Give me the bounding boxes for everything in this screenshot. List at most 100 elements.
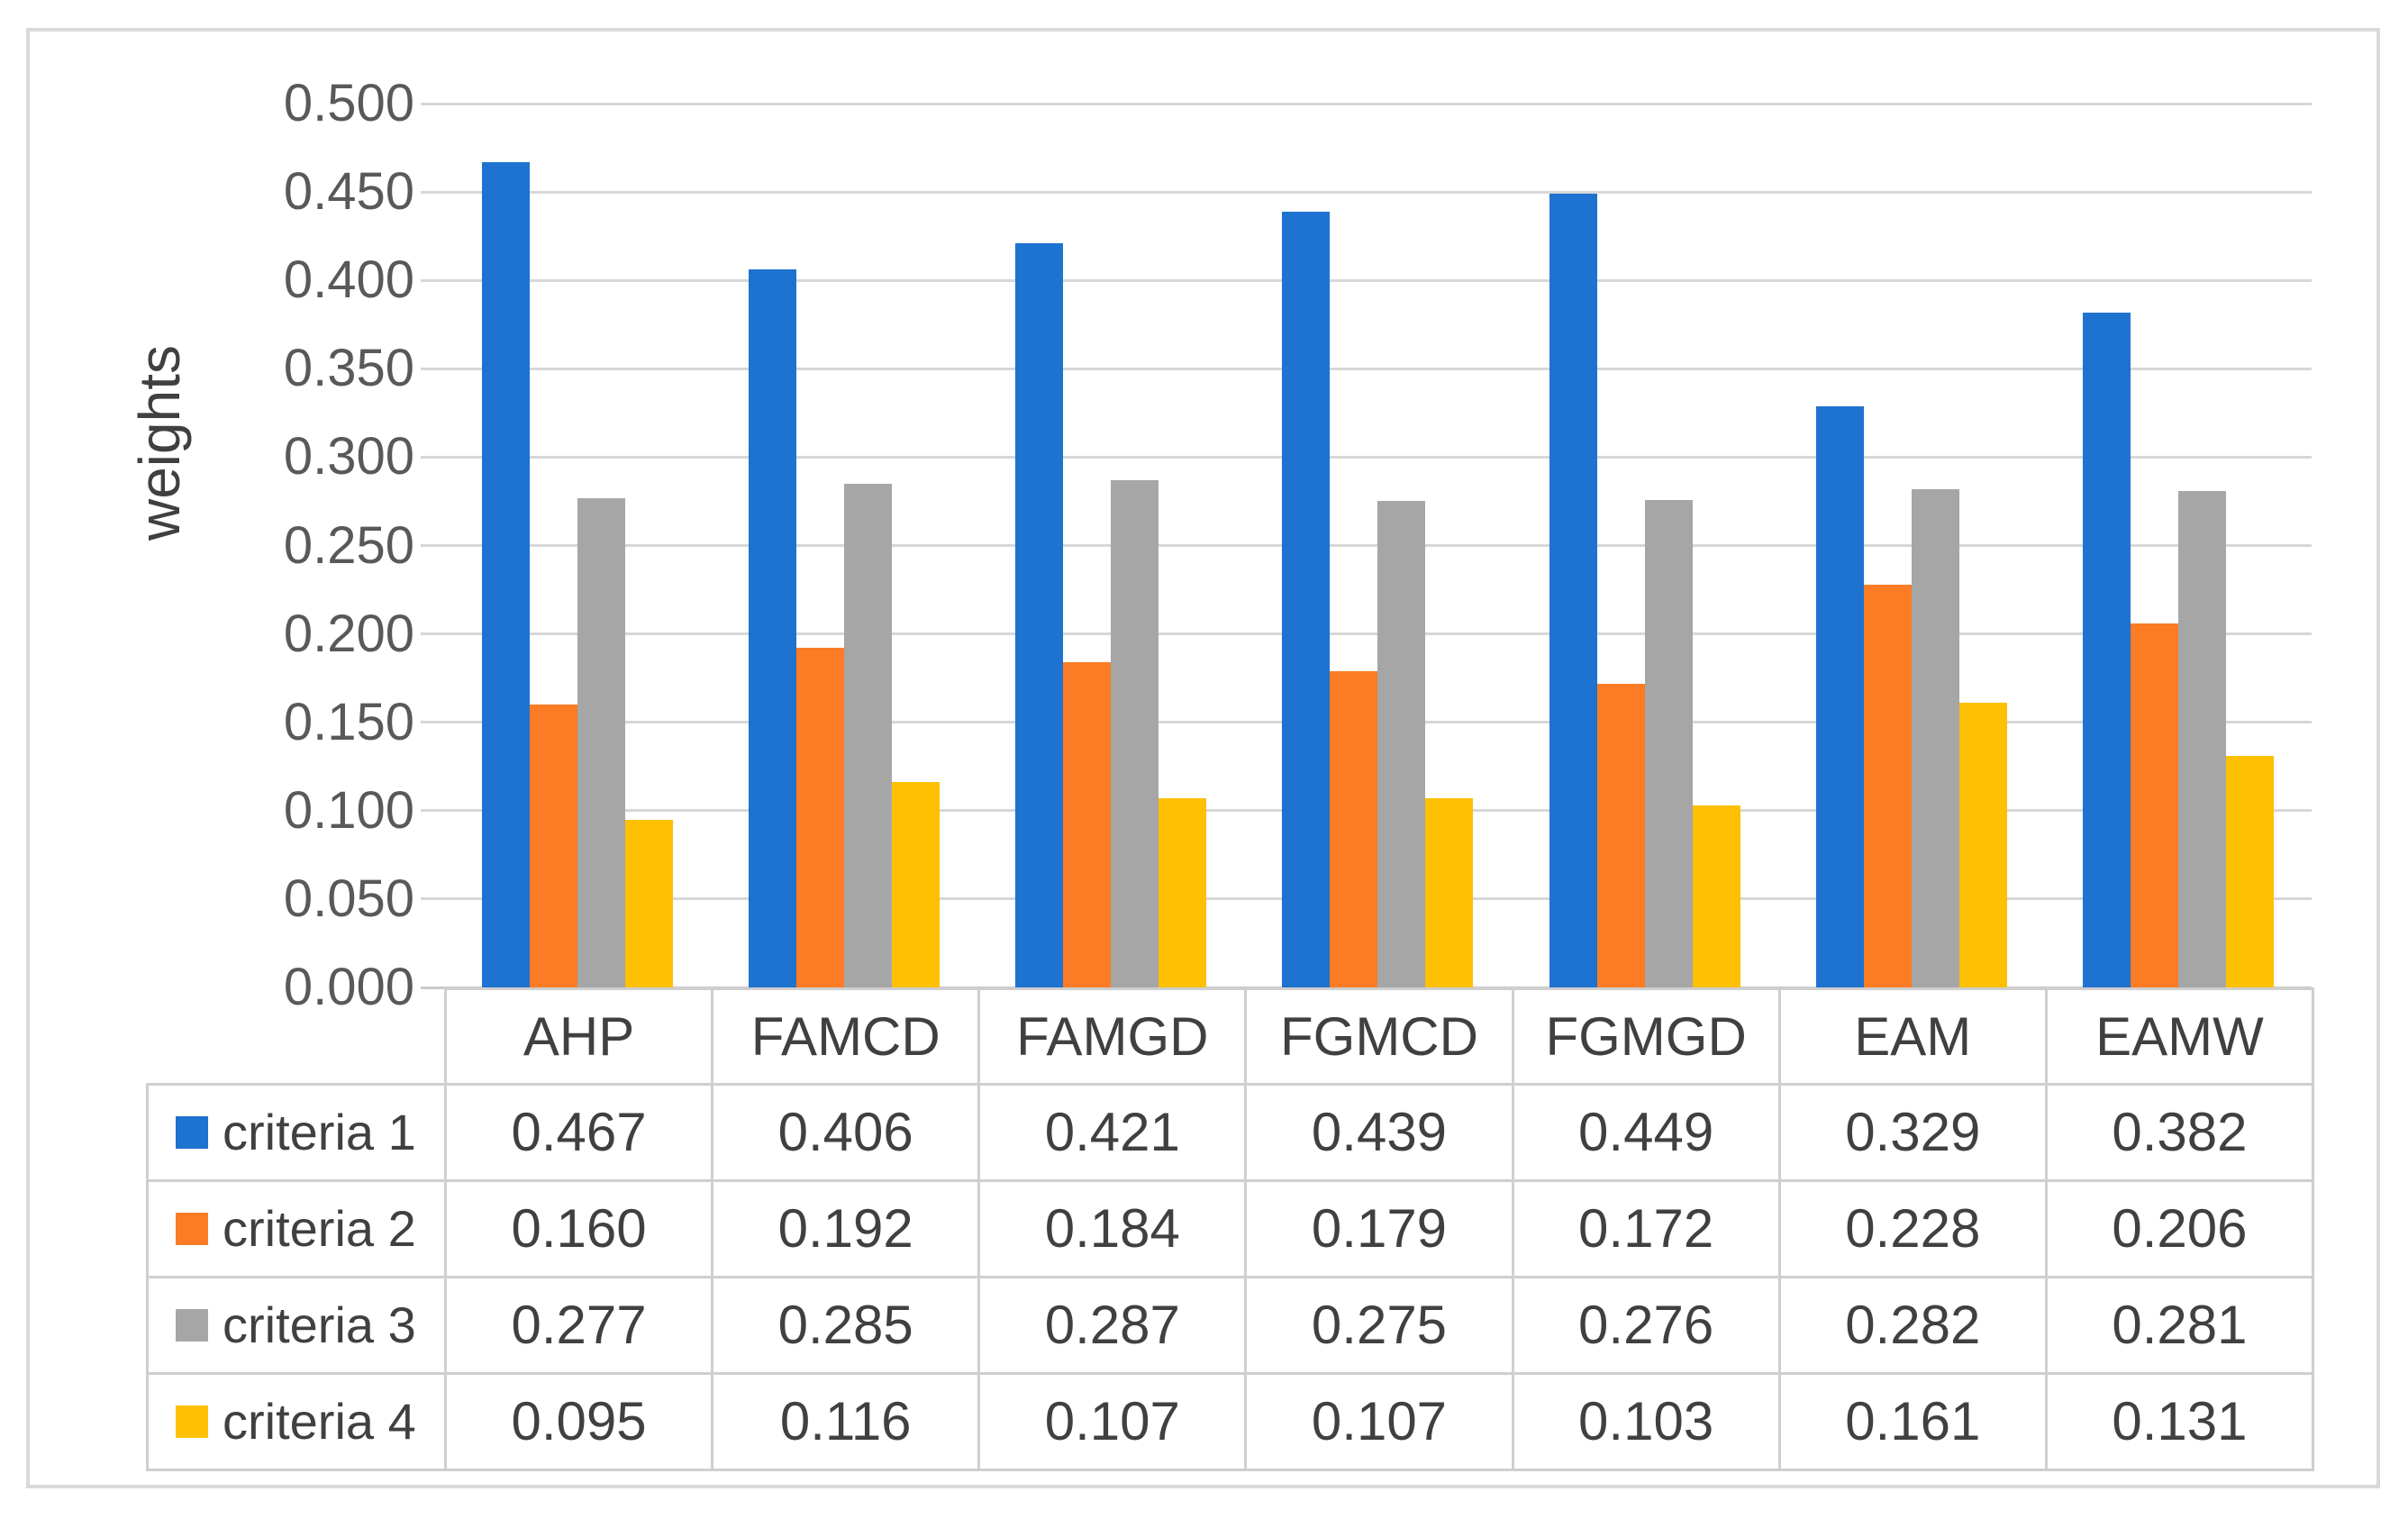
table-value-series-1-famcd: 0.406 xyxy=(711,1082,981,1182)
table-value-series-4-fgmgd: 0.103 xyxy=(1511,1371,1781,1471)
table-value-series-1-fgmcd: 0.439 xyxy=(1244,1082,1514,1182)
bar-series-2-eamw xyxy=(2130,623,2178,987)
bar-series-4-ahp xyxy=(625,819,674,987)
bar-series-1-fgmgd xyxy=(1549,194,1597,987)
bar-series-2-fgmcd xyxy=(1330,670,1378,987)
table-value-series-3-famgd: 0.287 xyxy=(977,1275,1248,1375)
table-value-series-2-famcd: 0.192 xyxy=(711,1178,981,1278)
y-tick-label: 0.450 xyxy=(283,162,414,222)
gridline xyxy=(421,278,2312,282)
gridline xyxy=(421,367,2312,370)
bar-series-4-eam xyxy=(1958,703,2007,987)
bar-series-3-eam xyxy=(1911,488,1959,987)
table-value-series-2-famgd: 0.184 xyxy=(977,1178,1248,1278)
series-label-cell: criteria 3 xyxy=(146,1275,447,1375)
bar-series-1-eamw xyxy=(2082,312,2131,987)
x-axis-line xyxy=(421,986,2312,989)
table-header-famgd: FAMGD xyxy=(977,987,1248,1086)
series-label-cell: criteria 1 xyxy=(146,1082,447,1182)
bar-series-2-famgd xyxy=(1063,662,1112,987)
legend-key-icon xyxy=(176,1405,208,1438)
table-row-series-4: criteria 4 0.095 0.116 0.107 0.107 0.103 0.161… xyxy=(146,1371,2314,1471)
table-value-series-4-famgd: 0.107 xyxy=(977,1371,1248,1471)
table-value-series-1-eamw: 0.382 xyxy=(2044,1082,2314,1182)
y-tick-label: 0.300 xyxy=(283,427,414,487)
bar-group-eam xyxy=(1778,104,2045,987)
bar-series-4-eamw xyxy=(2225,755,2274,987)
table-value-series-2-fgmgd: 0.172 xyxy=(1511,1178,1781,1278)
table-value-series-4-eamw: 0.131 xyxy=(2044,1371,2314,1471)
table-header-eamw: EAMW xyxy=(2044,987,2314,1086)
bar-group-famgd xyxy=(977,104,1244,987)
y-tick-label: 0.500 xyxy=(283,74,414,132)
legend-key-icon xyxy=(176,1212,208,1245)
series-name-label: criteria 1 xyxy=(223,1104,416,1160)
bar-series-3-fgmcd xyxy=(1377,501,1426,987)
bar-series-3-eamw xyxy=(2177,490,2226,987)
table-header-ahp: AHP xyxy=(443,987,714,1086)
bar-series-3-ahp xyxy=(577,497,626,987)
bar-series-1-famcd xyxy=(749,269,797,987)
table-header-famcd: FAMCD xyxy=(711,987,981,1086)
bar-series-4-famcd xyxy=(892,782,940,987)
table-value-series-2-eamw: 0.206 xyxy=(2044,1178,2314,1278)
table-value-series-4-fgmcd: 0.107 xyxy=(1244,1371,1514,1471)
y-tick-label: 0.350 xyxy=(283,339,414,398)
bar-series-2-ahp xyxy=(530,705,578,987)
y-tick-label: 0.150 xyxy=(283,692,414,751)
table-value-series-1-fgmgd: 0.449 xyxy=(1511,1082,1781,1182)
y-tick-label: 0.000 xyxy=(283,958,414,1016)
bar-series-1-ahp xyxy=(482,161,531,987)
table-value-series-3-eamw: 0.281 xyxy=(2044,1275,2314,1375)
bar-series-1-famgd xyxy=(1015,243,1064,987)
gridline xyxy=(421,190,2312,194)
bar-series-1-eam xyxy=(1815,405,1864,987)
series-name-label: criteria 4 xyxy=(223,1393,416,1450)
bar-series-4-fgmgd xyxy=(1692,805,1740,987)
bar-series-3-famgd xyxy=(1111,479,1159,987)
table-spacer-cell xyxy=(148,989,446,1085)
table-value-series-2-ahp: 0.160 xyxy=(443,1178,714,1278)
y-tick-label: 0.100 xyxy=(283,780,414,840)
table-value-series-3-famcd: 0.285 xyxy=(711,1275,981,1375)
table-row-series-2: criteria 2 0.160 0.192 0.184 0.179 0.172 0.228… xyxy=(146,1178,2314,1278)
bar-series-2-fgmgd xyxy=(1596,683,1645,987)
table-value-series-1-eam: 0.329 xyxy=(1777,1082,2048,1182)
table-value-series-3-ahp: 0.277 xyxy=(443,1275,714,1375)
y-tick-label: 0.400 xyxy=(283,250,414,310)
table-value-series-2-fgmcd: 0.179 xyxy=(1244,1178,1514,1278)
legend-key-icon xyxy=(176,1308,208,1342)
gridline xyxy=(421,102,2312,105)
gridline xyxy=(421,544,2312,547)
series-label-cell: criteria 4 xyxy=(146,1371,447,1471)
bar-group-fgmgd xyxy=(1512,104,1778,987)
gridline xyxy=(421,632,2312,636)
gridline xyxy=(421,455,2312,459)
table-header-row: AHP FAMCD FAMGD FGMCD FGMGD EAM EAMW xyxy=(148,987,2314,1086)
bar-group-eamw xyxy=(2045,104,2312,987)
chart-data-table: AHP FAMCD FAMGD FGMCD FGMGD EAM EAMW criteria 1… xyxy=(146,987,2314,1471)
bar-groups xyxy=(444,104,2312,987)
bar-series-4-fgmcd xyxy=(1425,798,1474,987)
bar-series-2-eam xyxy=(1863,584,1912,987)
plot-area xyxy=(421,102,2312,989)
series-label-cell: criteria 2 xyxy=(146,1178,447,1278)
y-tick-label: 0.250 xyxy=(283,515,414,575)
table-header-eam: EAM xyxy=(1777,987,2048,1086)
table-value-series-3-fgmcd: 0.275 xyxy=(1244,1275,1514,1375)
bar-series-1-fgmcd xyxy=(1282,211,1331,987)
series-name-label: criteria 2 xyxy=(223,1200,416,1257)
table-value-series-2-eam: 0.228 xyxy=(1777,1178,2048,1278)
table-header-fgmcd: FGMCD xyxy=(1244,987,1514,1086)
table-value-series-4-eam: 0.161 xyxy=(1777,1371,2048,1471)
table-value-series-4-famcd: 0.116 xyxy=(711,1371,981,1471)
table-value-series-1-ahp: 0.467 xyxy=(443,1082,714,1182)
table-row-series-3: criteria 3 0.277 0.285 0.287 0.275 0.276 0.282… xyxy=(146,1275,2314,1375)
bar-group-famcd xyxy=(711,104,977,987)
table-value-series-3-eam: 0.282 xyxy=(1777,1275,2048,1375)
bar-series-3-famcd xyxy=(844,483,893,987)
table-value-series-3-fgmgd: 0.276 xyxy=(1511,1275,1781,1375)
bar-group-fgmcd xyxy=(1244,104,1511,987)
bar-series-2-famcd xyxy=(796,648,845,987)
legend-key-icon xyxy=(176,1115,208,1149)
